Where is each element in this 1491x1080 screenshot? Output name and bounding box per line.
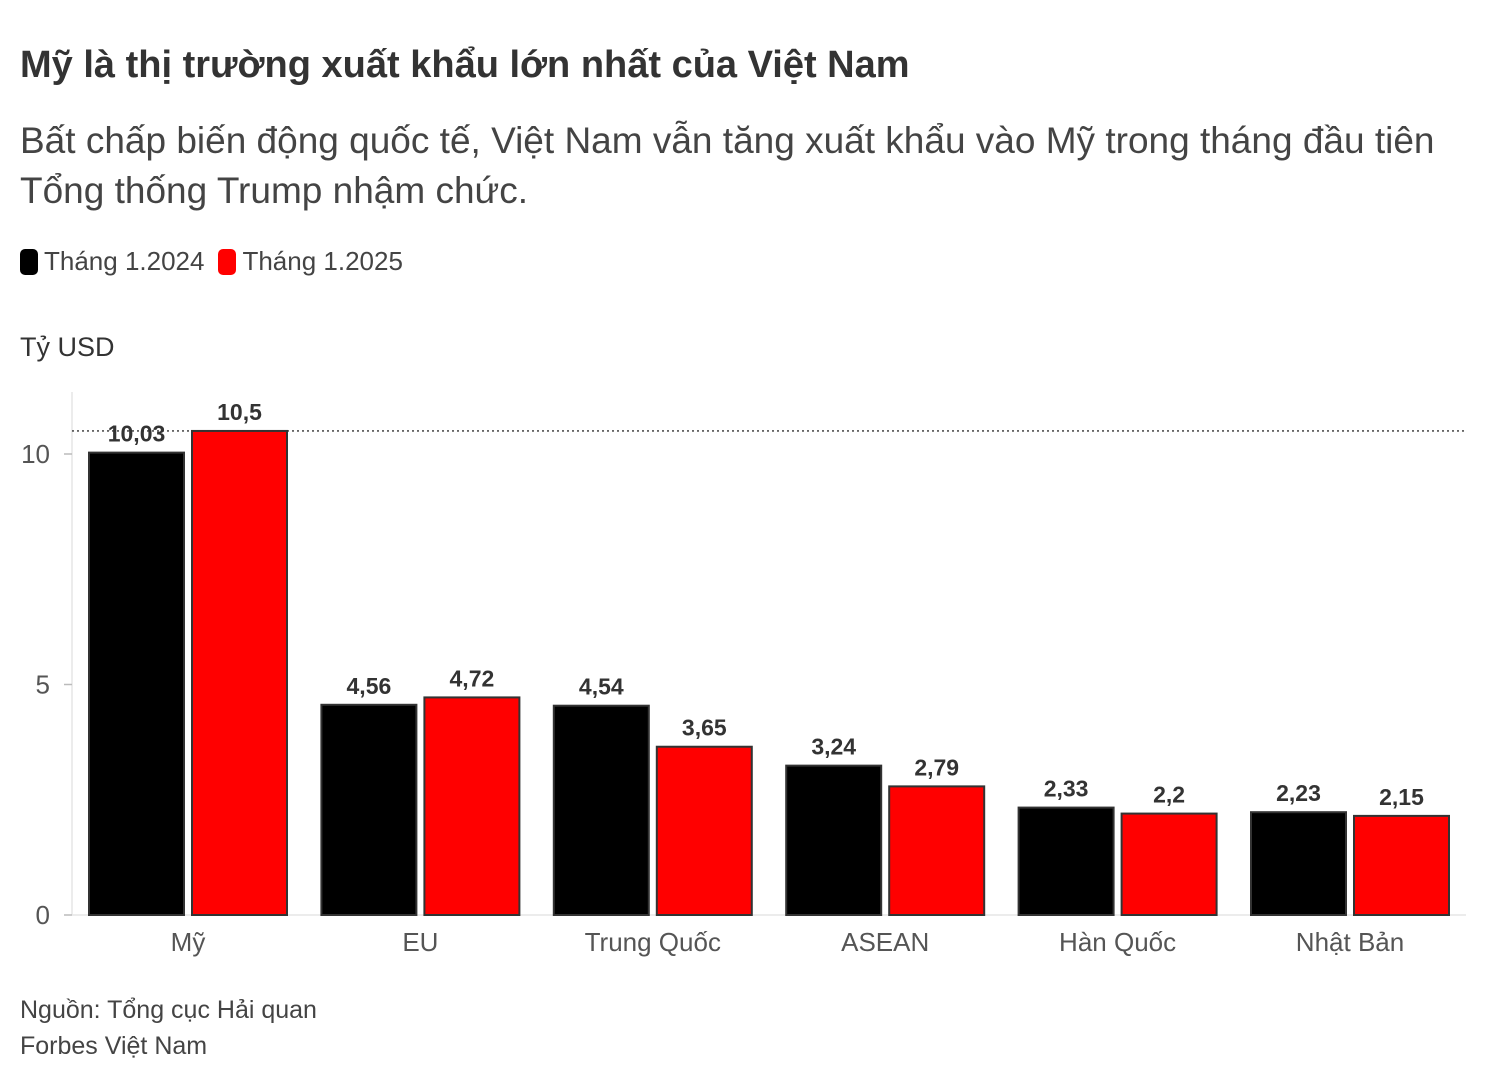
bar (785, 764, 883, 916)
bar (1353, 814, 1450, 917)
legend-label-2025: Tháng 1.2025 (242, 246, 403, 276)
data-label: 3,65 (682, 715, 727, 741)
legend-swatch-2025 (218, 248, 237, 275)
bar (1250, 811, 1347, 917)
x-tick-label: Trung Quốc (585, 927, 721, 957)
y-axis-unit-label: Tỷ USD (20, 332, 115, 362)
data-label: 2,79 (914, 754, 959, 780)
legend-label-2024: Tháng 1.2024 (44, 246, 205, 276)
data-label: 10,5 (217, 399, 262, 425)
y-tick-label: 10 (21, 439, 50, 469)
data-label: 10,03 (108, 421, 166, 447)
source-text: Nguồn: Tổng cục Hải quan (20, 996, 317, 1024)
bar (423, 696, 521, 917)
data-label: 2,2 (1153, 782, 1185, 808)
y-tick-label: 0 (36, 900, 50, 930)
data-label: 4,72 (450, 665, 495, 691)
bar (88, 451, 185, 916)
data-label: 4,56 (347, 673, 392, 699)
publisher-text: Forbes Việt Nam (20, 1032, 208, 1060)
data-label: 2,23 (1276, 780, 1321, 806)
legend: Tháng 1.2024 Tháng 1.2025 (20, 246, 417, 277)
x-tick-label: Nhật Bản (1296, 927, 1404, 957)
bar (1120, 812, 1218, 917)
data-label: 4,54 (579, 674, 624, 700)
legend-swatch-2024 (20, 248, 38, 275)
legend-item-2024: Tháng 1.2024 (20, 246, 204, 277)
bar (655, 745, 753, 916)
x-tick-label: Mỹ (171, 927, 206, 957)
chart-title: Mỹ là thị trường xuất khẩu lớn nhất của … (20, 44, 910, 86)
chart-subtitle: Bất chấp biến động quốc tế, Việt Nam vẫn… (20, 120, 1435, 211)
data-label: 3,24 (811, 734, 856, 760)
bar (320, 703, 418, 916)
bar (1017, 806, 1115, 916)
data-label: 2,33 (1044, 776, 1089, 802)
x-tick-label: ASEAN (841, 927, 929, 957)
legend-item-2025: Tháng 1.2025 (218, 246, 403, 277)
bar (552, 704, 650, 916)
y-tick-label: 5 (36, 670, 50, 700)
bar (191, 429, 288, 916)
x-tick-label: Hàn Quốc (1059, 927, 1176, 957)
bar (888, 785, 986, 916)
source-block: Nguồn: Tổng cục Hải quan Forbes Việt Nam (20, 992, 317, 1064)
data-label: 2,15 (1379, 784, 1424, 810)
x-tick-label: EU (402, 927, 438, 957)
